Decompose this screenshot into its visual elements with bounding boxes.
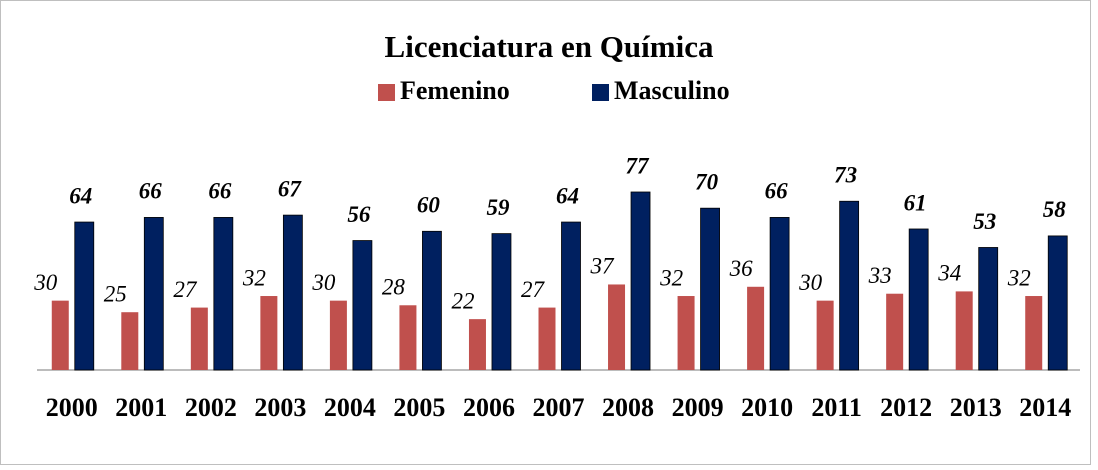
legend-label: Femenino [400,76,510,105]
data-label: 33 [868,263,892,288]
data-label: 28 [382,275,406,300]
data-label: 59 [486,195,510,220]
bar [700,207,720,371]
data-label: 32 [242,265,266,290]
data-label: 66 [208,179,232,204]
bar [1025,296,1043,370]
x-tick-label: 2002 [185,393,237,422]
bar [978,247,999,371]
data-label: 25 [104,281,127,306]
data-label: 61 [904,190,927,215]
bar [121,312,139,370]
data-label: 22 [451,288,474,313]
x-tick-label: 2012 [880,393,932,422]
bar [213,217,234,371]
data-label: 53 [973,209,996,234]
bar [561,221,581,371]
data-label: 37 [590,254,616,279]
data-label: 27 [173,277,198,302]
data-label: 58 [1043,197,1067,222]
x-tick-label: 2008 [602,393,654,422]
data-label: 34 [937,261,961,286]
bar [538,307,556,370]
bar [190,307,208,370]
bar [51,300,69,370]
bar [1047,235,1068,371]
data-label: 70 [695,169,719,194]
x-tick-label: 2014 [1019,393,1071,422]
data-label: 30 [798,270,823,295]
bar [422,230,442,371]
x-tick-label: 2001 [115,393,167,422]
x-tick-label: 2000 [46,393,98,422]
x-tick-label: 2013 [950,393,1002,422]
bar [630,191,651,371]
chart-title: Licenciatura en Química [385,29,714,64]
bar [886,293,904,370]
bar [769,217,790,371]
data-label: 27 [521,277,546,302]
bar [908,228,929,371]
bar [816,300,834,370]
data-label: 60 [417,193,441,218]
x-tick-label: 2009 [672,393,724,422]
bar [839,200,860,371]
bar [143,217,164,371]
data-label: 66 [765,179,789,204]
bar [260,296,278,370]
data-label: 36 [729,256,754,281]
bar [491,233,512,371]
bar [329,300,347,370]
data-label: 56 [347,202,371,227]
data-label: 32 [659,265,683,290]
legend-swatch [592,84,609,101]
bar [677,296,695,370]
bar [399,305,417,370]
bar [282,214,303,371]
data-label: 73 [834,163,857,188]
legend-swatch [378,84,395,101]
x-tick-label: 2004 [324,393,376,422]
bar [747,286,765,370]
x-tick-label: 2007 [533,393,585,422]
bar [608,284,626,370]
x-tick-label: 2011 [811,393,862,422]
x-tick-label: 2010 [741,393,793,422]
bar [352,240,373,371]
data-label: 32 [1007,265,1031,290]
bar [468,319,486,370]
data-label: 30 [311,270,336,295]
data-label: 64 [556,183,579,208]
x-tick-label: 2005 [393,393,445,422]
x-tick-label: 2006 [463,393,515,422]
data-label: 64 [69,183,92,208]
legend-label: Masculino [614,76,730,105]
data-label: 67 [278,176,303,201]
data-label: 77 [626,153,651,178]
bar [74,221,95,371]
bar [955,291,973,370]
data-label: 30 [33,270,58,295]
x-tick-label: 2003 [254,393,306,422]
data-label: 66 [139,179,163,204]
